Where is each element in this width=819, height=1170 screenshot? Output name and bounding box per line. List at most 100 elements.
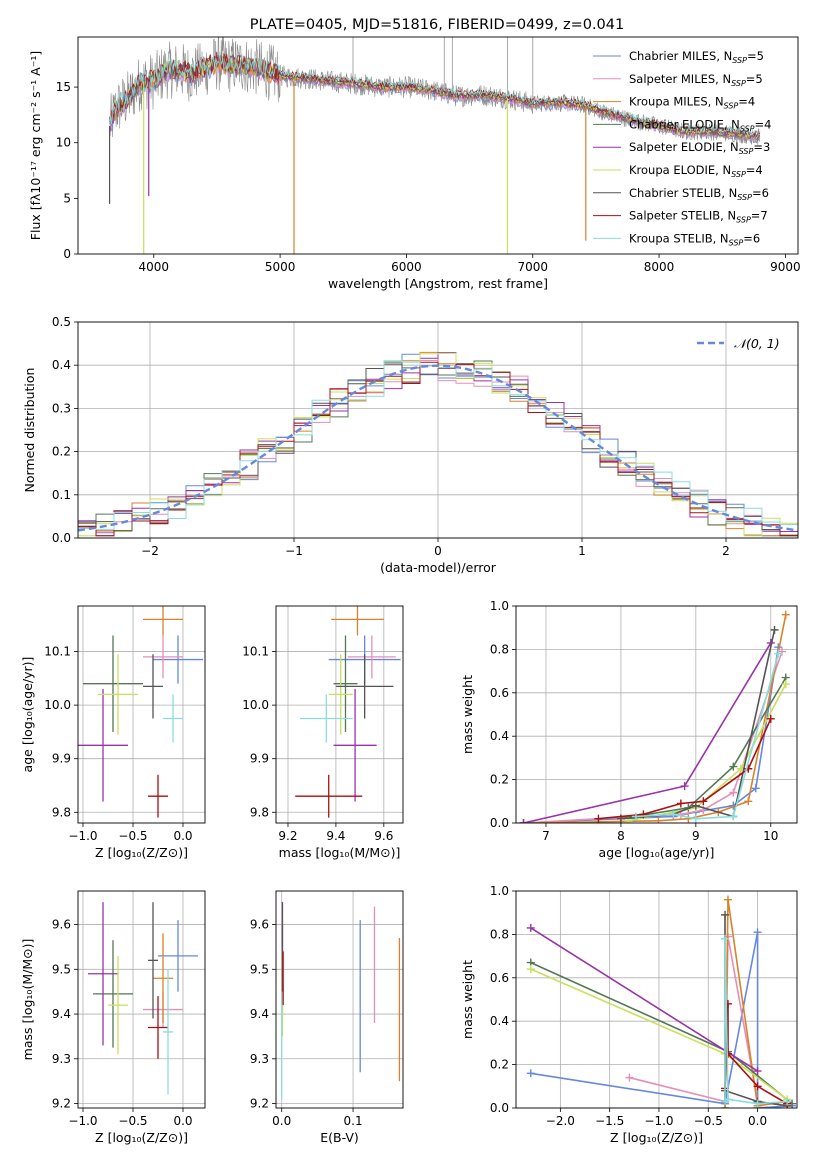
mass-weight-marker xyxy=(684,814,693,823)
x-tick-label: 7 xyxy=(542,829,550,843)
plot-area xyxy=(108,37,761,254)
mass-weight-marker xyxy=(770,625,779,634)
mass-weight-marker xyxy=(721,934,730,943)
y-tick-label: 9.2 xyxy=(250,1097,269,1111)
mass-weight-marker xyxy=(669,810,678,819)
y-tick-label: 1.0 xyxy=(490,599,509,613)
x-axis-label: E(B-V) xyxy=(320,1130,359,1145)
x-tick-label: −2.0 xyxy=(546,1114,575,1128)
y-tick-label: 0.2 xyxy=(490,1058,509,1072)
y-tick-label: 0.6 xyxy=(490,971,509,985)
y-tick-label: 10.1 xyxy=(242,645,269,659)
mass-weight-marker xyxy=(781,680,790,689)
y-tick-label: 9.8 xyxy=(250,805,269,819)
legend-entry-name: Salpeter ELODIE, N xyxy=(629,140,739,154)
mass-weight-marker xyxy=(723,1095,732,1104)
x-tick-label: 5000 xyxy=(265,260,296,274)
x-tick-label: −1 xyxy=(285,544,303,558)
y-tick-label: 10.0 xyxy=(44,698,71,712)
y-tick-label: 9.8 xyxy=(52,805,71,819)
y-tick-label: 9.4 xyxy=(250,1007,269,1021)
mass-weight-marker xyxy=(680,782,689,791)
x-tick-label: 0.0 xyxy=(173,829,192,843)
legend-entry-name: Chabrier ELODIE, N xyxy=(629,117,740,131)
mass-weight-marker xyxy=(744,764,753,773)
legend-entry-subscript: SSP xyxy=(729,238,744,247)
axes-frame xyxy=(77,321,799,539)
x-axis-label: (data-model)/error xyxy=(380,560,497,575)
model-spectrum-line xyxy=(109,53,760,138)
axes-frame xyxy=(77,890,206,1109)
mass-weight-marker xyxy=(753,1099,762,1108)
legend-entry-count: =7 xyxy=(751,209,768,223)
y-tick-label: 0 xyxy=(63,247,71,261)
x-tick-label: 9.6 xyxy=(374,829,393,843)
legend-entry-name: Chabrier MILES, N xyxy=(629,49,732,63)
y-axis-label: mass [log₁₀(M/M⊙)] xyxy=(20,939,35,1061)
mass-weight-line xyxy=(523,614,787,823)
axes-frame xyxy=(275,890,404,1109)
mass-weight-line xyxy=(530,961,793,1105)
x-tick-label: 0.1 xyxy=(344,1114,363,1128)
legend-entry-count: =4 xyxy=(738,95,755,109)
legend-entry: Chabrier ELODIE, NSSP=4 xyxy=(629,117,771,133)
axes-mass_vs_Z: −1.0 −0.5 0.0 9.2 9.3 9.4 9.5 9.6 Z [log₁₀(Z/Z⊙)… xyxy=(20,890,206,1145)
axes-frame xyxy=(515,890,798,1109)
legend-entry-subscript: SSP xyxy=(736,216,751,225)
x-tick-label: 9000 xyxy=(770,260,801,274)
residual-histogram xyxy=(78,360,798,530)
axes-mass_weight_vs_Z: −2.0 −1.5 −1.0 −0.5 0.0 0.0 0.2 0.4 0.6 0.8 1.0 Z [… xyxy=(460,884,798,1145)
legend-entry-count: =3 xyxy=(753,140,770,154)
plot-area xyxy=(526,895,797,1108)
mass-weight-line xyxy=(523,647,780,823)
legend-entry-count: =5 xyxy=(747,49,764,63)
y-tick-label: 0.3 xyxy=(52,401,71,415)
y-tick-label: 9.3 xyxy=(52,1052,71,1066)
axes-residuals: −2 −1 0 1 2 0.0 0.1 0.2 0.3 0.4 0.5 (data-model)/er… xyxy=(22,315,799,575)
x-tick-label: 9.2 xyxy=(278,829,297,843)
mass-weight-marker xyxy=(625,1073,634,1082)
x-tick-label: −0.5 xyxy=(694,1114,723,1128)
legend-entry: Chabrier MILES, NSSP=5 xyxy=(629,49,764,65)
legend-entry-subscript: SSP xyxy=(731,79,746,88)
mass-weight-marker xyxy=(691,801,700,810)
y-tick-label: 9.5 xyxy=(250,962,269,976)
y-axis-label: Flux [fλ10⁻¹⁷ erg cm⁻² s⁻¹ A⁻¹] xyxy=(28,51,43,240)
y-tick-label: 10.1 xyxy=(44,645,71,659)
x-tick-label: −0.5 xyxy=(118,1114,147,1128)
legend-entry-subscript: SSP xyxy=(737,193,752,202)
y-axis-label: age [log₁₀(age/yr)] xyxy=(20,657,35,773)
x-tick-label: −0.5 xyxy=(118,829,147,843)
y-tick-label: 0.8 xyxy=(490,927,509,941)
x-tick-label: 6000 xyxy=(391,260,422,274)
legend-entry-count: =4 xyxy=(755,117,772,131)
mass-weight-marker xyxy=(766,714,775,723)
plot-area xyxy=(281,902,401,1100)
y-tick-label: 9.4 xyxy=(52,1007,71,1021)
axes-frame xyxy=(77,36,799,255)
legend-entry: Kroupa STELIB, NSSP=6 xyxy=(629,231,760,247)
legend-entry: Salpeter ELODIE, NSSP=3 xyxy=(629,140,770,156)
mass-weight-marker xyxy=(753,928,762,937)
legend-entry-name: Kroupa STELIB, N xyxy=(629,231,729,245)
mass-weight-marker xyxy=(526,1069,535,1078)
mass-weight-marker xyxy=(519,819,528,823)
x-tick-label: 10 xyxy=(763,829,778,843)
y-tick-label: 9.2 xyxy=(52,1097,71,1111)
y-tick-label: 0.0 xyxy=(52,531,71,545)
legend-entry-name: Kroupa MILES, N xyxy=(629,95,724,109)
mass-weight-marker xyxy=(594,814,603,823)
axes-mass_vs_EBV: 0.0 0.1 9.2 9.3 9.4 9.5 9.6 E(B-V) xyxy=(250,890,404,1145)
x-tick-label: 0.0 xyxy=(272,1114,291,1128)
axes-frame xyxy=(515,605,798,824)
x-tick-label: −1.0 xyxy=(68,829,97,843)
plot-area xyxy=(78,351,798,537)
x-tick-label: 0.0 xyxy=(748,1114,767,1128)
mass-weight-marker xyxy=(676,799,685,808)
mass-weight-line xyxy=(530,927,759,1072)
y-tick-label: 0.5 xyxy=(52,315,71,329)
y-tick-label: 0.1 xyxy=(52,488,71,502)
axes-age_vs_mass: 9.2 9.4 9.6 9.8 9.9 10.0 10.1 mass [log₁₀(M/M⊙)… xyxy=(242,605,404,860)
